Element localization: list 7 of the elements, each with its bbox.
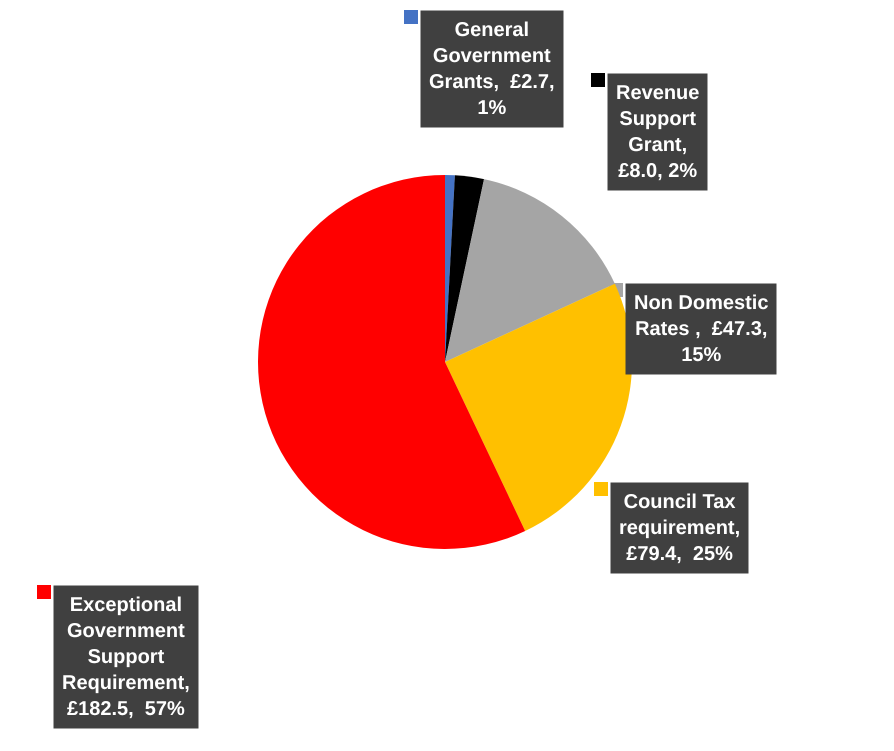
legend-label: Revenue Support Grant, £8.0, 2%: [616, 82, 700, 182]
pie-slice: [258, 175, 526, 549]
pie-slice: [445, 175, 484, 362]
legend-label: Non Domestic Rates , £47.3, 15%: [634, 292, 768, 366]
legend-label: Council Tax requirement, £79.4, 25%: [619, 491, 740, 565]
legend-label: Exceptional Government Support Requirement, £182.5, 57%: [62, 594, 190, 720]
legend-label: General Government Grants, £2.7, 1%: [429, 19, 555, 119]
